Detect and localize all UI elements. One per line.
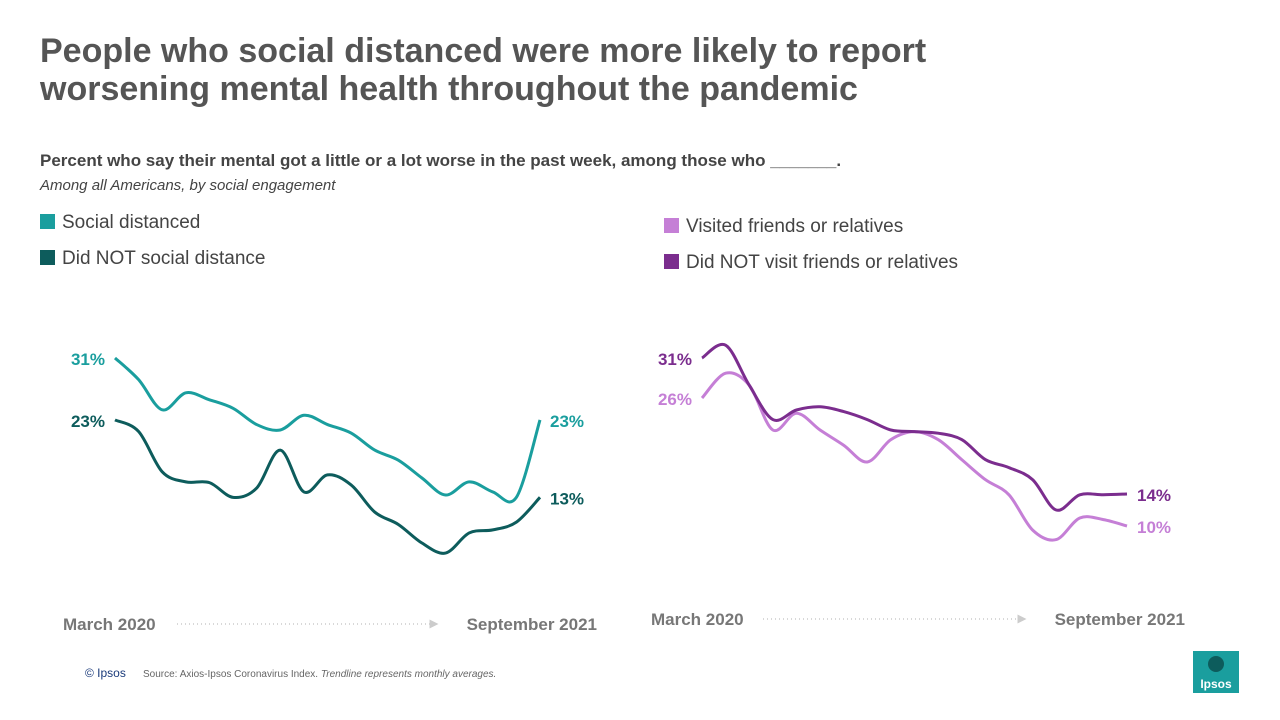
- logo: Ipsos: [1200, 677, 1232, 691]
- source-note: Trendline represents monthly averages.: [321, 669, 496, 680]
- legend-swatch: [664, 218, 679, 233]
- data-label: 13%: [550, 489, 584, 508]
- x-tick-label: September 2021: [467, 615, 597, 634]
- source: Source: Axios-Ipsos Coronavirus Index. T…: [143, 669, 496, 680]
- legend-swatch: [40, 214, 55, 229]
- logo-mark: [1208, 656, 1224, 672]
- subtitle: Percent who say their mental got a littl…: [40, 151, 841, 170]
- data-label: 23%: [71, 412, 105, 431]
- subtitle-note: Among all Americans, by social engagemen…: [39, 177, 336, 194]
- data-label: 10%: [1137, 518, 1171, 537]
- x-tick-label: March 2020: [651, 610, 744, 629]
- legend-swatch: [664, 254, 679, 269]
- series-line: [113, 356, 542, 504]
- title-part: worsening mental health throughout the p…: [39, 70, 858, 108]
- series-line: [701, 342, 1128, 512]
- data-label: 31%: [71, 350, 105, 369]
- copyright: © Ipsos: [85, 666, 126, 680]
- x-tick-label: March 2020: [63, 615, 156, 634]
- data-label: 26%: [658, 390, 692, 409]
- legend-label: Social distanced: [62, 212, 200, 233]
- source-text: Source: Axios-Ipsos Coronavirus Index.: [143, 669, 318, 680]
- title-part: People who social distanced were more li…: [40, 32, 926, 70]
- legend-label: Did NOT visit friends or relatives: [686, 252, 958, 273]
- data-label: 14%: [1137, 486, 1171, 505]
- data-label: 23%: [550, 412, 584, 431]
- data-label: 31%: [658, 350, 692, 369]
- x-tick-label: September 2021: [1055, 610, 1185, 629]
- title-line: People who social distanced were more li…: [39, 32, 926, 108]
- legend-label: Visited friends or relatives: [686, 216, 903, 237]
- legend-label: Did NOT social distance: [62, 248, 265, 269]
- legend-swatch: [40, 250, 55, 265]
- series-line: [114, 418, 542, 555]
- series-line: [700, 371, 1128, 542]
